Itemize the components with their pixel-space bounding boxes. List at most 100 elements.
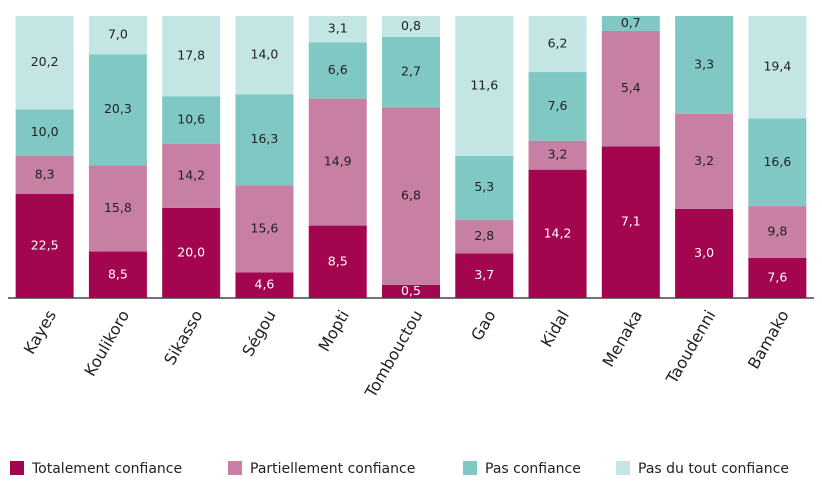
value-label: 2,7	[401, 64, 421, 79]
value-label: 20,0	[177, 244, 205, 259]
value-label: 3,1	[328, 21, 348, 36]
value-label: 7,6	[767, 269, 787, 284]
value-label: 19,4	[763, 59, 791, 74]
value-label: 0,5	[401, 283, 421, 298]
value-label: 7,6	[548, 98, 568, 113]
bar-segment	[601, 146, 660, 298]
legend-swatch	[616, 461, 630, 475]
value-label: 20,3	[104, 101, 132, 116]
bar-segment	[308, 16, 367, 43]
value-label: 8,5	[108, 266, 128, 281]
bar-segment	[748, 16, 807, 119]
value-label: 0,7	[621, 15, 641, 30]
x-tick-label: Menaka	[599, 307, 647, 371]
bar-segment	[528, 140, 587, 170]
x-tick-label: Taoudenni	[662, 307, 720, 388]
bar-segment	[308, 98, 367, 226]
value-label: 5,4	[621, 80, 641, 95]
value-label: 15,8	[104, 200, 132, 215]
value-label: 4,6	[255, 277, 275, 292]
legend-label: Pas confiance	[485, 461, 581, 477]
legend-label: Pas du tout confiance	[638, 461, 789, 477]
bar-segment	[528, 169, 587, 298]
bar-segment	[235, 185, 294, 273]
bar-segment	[235, 94, 294, 186]
bar-segment	[382, 284, 440, 298]
value-label: 9,8	[767, 223, 787, 238]
legend-swatch	[10, 461, 24, 475]
bar-segment	[88, 165, 147, 252]
value-label: 8,5	[328, 253, 348, 268]
value-label: 22,5	[31, 237, 59, 252]
value-label: 14,2	[177, 167, 205, 182]
value-label: 6,2	[548, 36, 568, 51]
bar-segment	[528, 72, 587, 141]
bar-segment	[675, 208, 734, 298]
value-label: 3,2	[548, 147, 568, 162]
value-label: 16,6	[763, 154, 791, 169]
value-label: 11,6	[470, 77, 498, 92]
value-label: 16,3	[251, 131, 279, 146]
bar-segment	[601, 30, 660, 147]
bar-segment	[162, 143, 221, 208]
bar-segment	[162, 96, 221, 144]
bar-segment	[528, 16, 587, 73]
bar-segment	[675, 113, 734, 209]
value-label: 7,1	[621, 214, 641, 229]
bar-segment	[748, 118, 807, 207]
value-label: 5,3	[474, 179, 494, 194]
value-label: 17,8	[177, 48, 205, 63]
value-label: 3,3	[694, 56, 714, 71]
bar-segment	[455, 16, 514, 156]
x-tick-label: Sikasso	[160, 307, 206, 368]
value-label: 7,0	[108, 27, 128, 42]
value-label: 14,9	[324, 154, 352, 169]
x-tick-label: Kayes	[20, 307, 60, 358]
bar-segment	[748, 257, 807, 298]
x-tick-label: Bamako	[744, 307, 793, 372]
value-label: 2,8	[474, 228, 494, 243]
bar-segment	[88, 54, 147, 166]
value-label: 0,8	[401, 18, 421, 33]
x-tick-label: Gao	[467, 307, 499, 344]
legend-swatch	[463, 461, 477, 475]
bar-segment	[15, 109, 74, 156]
value-label: 6,6	[328, 62, 348, 77]
bar-segment	[308, 42, 367, 99]
bar-segment	[748, 206, 807, 258]
value-label: 15,6	[251, 220, 279, 235]
x-tick-label: Koulikoro	[80, 307, 133, 380]
value-label: 3,0	[694, 245, 714, 260]
value-label: 20,2	[31, 54, 59, 69]
bar-segment	[382, 16, 440, 37]
legend-label: Totalement confiance	[31, 461, 182, 477]
x-tick-label: Tombouctou	[361, 307, 427, 402]
bar-segment	[675, 16, 734, 114]
bar-segment	[88, 251, 147, 298]
bar-segment	[455, 253, 514, 298]
value-label: 10,6	[177, 112, 205, 127]
value-label: 8,3	[35, 166, 55, 181]
bar-segment	[162, 207, 221, 298]
x-tick-label: Kidal	[537, 307, 573, 351]
bar-segment	[162, 16, 221, 97]
bar-segment	[15, 193, 74, 298]
bar-segment	[382, 36, 440, 108]
x-tick-label: Mopti	[314, 307, 353, 355]
legend-swatch	[228, 461, 242, 475]
x-tick-label: Ségou	[238, 307, 280, 360]
bar-segment	[235, 272, 294, 298]
value-label: 14,2	[544, 225, 572, 240]
bar-segment	[15, 155, 74, 194]
bar-segment	[235, 16, 294, 95]
bar-segment	[455, 219, 514, 254]
bar-segment	[15, 16, 74, 110]
value-label: 3,2	[694, 153, 714, 168]
value-label: 6,8	[401, 188, 421, 203]
legend-label: Partiellement confiance	[250, 461, 415, 477]
bar-segment	[601, 16, 660, 31]
bar-segment	[382, 107, 440, 285]
value-label: 14,0	[251, 47, 279, 62]
bar-segment	[88, 16, 147, 55]
